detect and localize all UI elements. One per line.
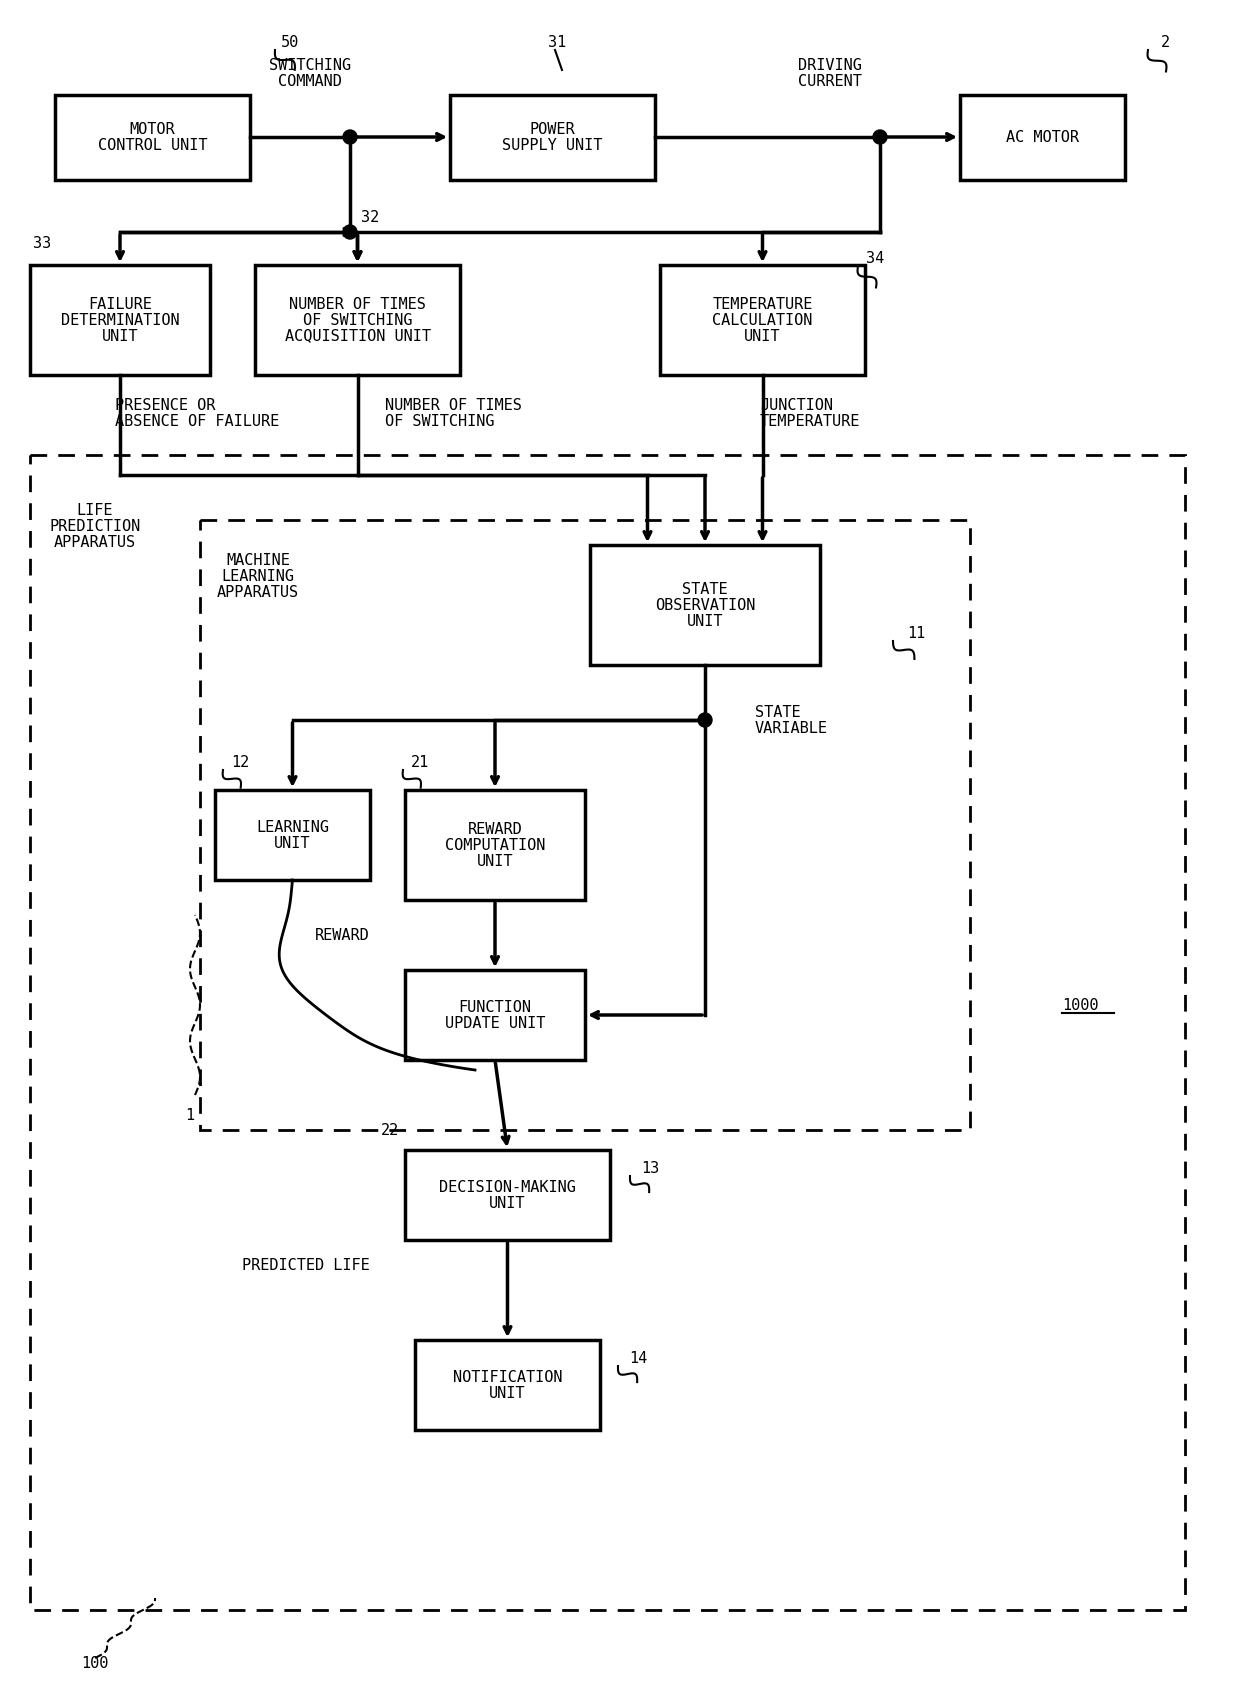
Text: 11: 11 [906, 625, 925, 640]
Bar [405, 971, 585, 1060]
Text: UNIT: UNIT [490, 1196, 526, 1211]
Bar [30, 264, 210, 374]
Text: 100: 100 [82, 1655, 109, 1670]
Text: PRESENCE OR: PRESENCE OR [115, 398, 216, 413]
Text: CONTROL UNIT: CONTROL UNIT [98, 137, 207, 152]
Text: NOTIFICATION: NOTIFICATION [453, 1369, 562, 1384]
Text: AC MOTOR: AC MOTOR [1006, 130, 1079, 146]
Text: PREDICTED LIFE: PREDICTED LIFE [242, 1257, 370, 1272]
Text: LEARNING: LEARNING [222, 569, 295, 583]
Text: STATE: STATE [682, 581, 728, 596]
Text: DECISION-MAKING: DECISION-MAKING [439, 1179, 575, 1194]
Text: 2: 2 [1161, 34, 1169, 49]
Text: LIFE: LIFE [77, 503, 113, 517]
Text: DETERMINATION: DETERMINATION [61, 312, 180, 327]
Bar [200, 520, 970, 1130]
Text: JUNCTION: JUNCTION [760, 398, 833, 413]
Text: OBSERVATION: OBSERVATION [655, 598, 755, 613]
Text: FUNCTION: FUNCTION [459, 999, 532, 1015]
Text: POWER: POWER [529, 122, 575, 137]
Text: UNIT: UNIT [274, 835, 311, 850]
Text: APPARATUS: APPARATUS [53, 535, 136, 549]
Text: 1000: 1000 [1061, 998, 1099, 1013]
Bar [30, 456, 1185, 1609]
Bar [215, 789, 370, 879]
Text: UNIT: UNIT [476, 854, 513, 869]
Text: 32: 32 [361, 210, 379, 225]
Text: CALCULATION: CALCULATION [712, 312, 812, 327]
Circle shape [343, 225, 357, 239]
Text: DRIVING: DRIVING [799, 58, 862, 73]
Text: VARIABLE: VARIABLE [755, 720, 828, 735]
Text: NUMBER OF TIMES: NUMBER OF TIMES [289, 296, 425, 312]
Text: 21: 21 [410, 754, 429, 769]
Text: COMPUTATION: COMPUTATION [445, 837, 546, 852]
Text: 13: 13 [641, 1160, 660, 1176]
Bar [590, 545, 820, 666]
Bar [415, 1340, 600, 1430]
Text: 31: 31 [548, 34, 567, 49]
Bar [55, 95, 250, 180]
Text: COMMAND: COMMAND [278, 73, 342, 88]
Text: 1: 1 [186, 1108, 195, 1123]
Text: LEARNING: LEARNING [255, 820, 329, 835]
Circle shape [698, 713, 712, 727]
Text: 50: 50 [281, 34, 299, 49]
Text: OF SWITCHING: OF SWITCHING [384, 413, 495, 429]
Text: REWARD: REWARD [467, 822, 522, 837]
Bar [255, 264, 460, 374]
Text: APPARATUS: APPARATUS [217, 584, 299, 600]
Bar [405, 789, 585, 900]
Text: UNIT: UNIT [744, 329, 781, 344]
Text: 14: 14 [629, 1350, 647, 1365]
Text: UNIT: UNIT [687, 613, 723, 628]
Text: REWARD: REWARD [315, 928, 370, 942]
Text: UNIT: UNIT [490, 1386, 526, 1401]
Text: FAILURE: FAILURE [88, 296, 153, 312]
Bar [660, 264, 866, 374]
Text: PREDICTION: PREDICTION [50, 518, 140, 534]
Text: UPDATE UNIT: UPDATE UNIT [445, 1015, 546, 1030]
Text: STATE: STATE [755, 705, 801, 720]
Bar [450, 95, 655, 180]
Text: MOTOR: MOTOR [130, 122, 175, 137]
Circle shape [873, 130, 887, 144]
Text: 33: 33 [33, 235, 51, 251]
Text: MACHINE: MACHINE [226, 552, 290, 567]
Text: 34: 34 [866, 251, 884, 266]
Text: OF SWITCHING: OF SWITCHING [303, 312, 412, 327]
Text: UNIT: UNIT [102, 329, 138, 344]
Text: SUPPLY UNIT: SUPPLY UNIT [502, 137, 603, 152]
Text: ACQUISITION UNIT: ACQUISITION UNIT [284, 329, 430, 344]
Text: TEMPERATURE: TEMPERATURE [712, 296, 812, 312]
Text: 12: 12 [231, 754, 249, 769]
Text: 22: 22 [381, 1123, 399, 1137]
Text: ABSENCE OF FAILURE: ABSENCE OF FAILURE [115, 413, 279, 429]
Bar [405, 1150, 610, 1240]
Text: TEMPERATURE: TEMPERATURE [760, 413, 861, 429]
Circle shape [343, 130, 357, 144]
Text: NUMBER OF TIMES: NUMBER OF TIMES [384, 398, 522, 413]
Text: CURRENT: CURRENT [799, 73, 862, 88]
Text: SWITCHING: SWITCHING [269, 58, 351, 73]
Bar [960, 95, 1125, 180]
